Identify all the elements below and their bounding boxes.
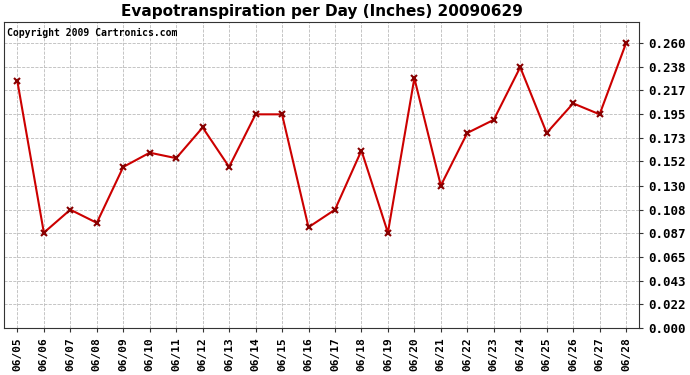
Text: Copyright 2009 Cartronics.com: Copyright 2009 Cartronics.com xyxy=(8,28,178,38)
Title: Evapotranspiration per Day (Inches) 20090629: Evapotranspiration per Day (Inches) 2009… xyxy=(121,4,522,19)
